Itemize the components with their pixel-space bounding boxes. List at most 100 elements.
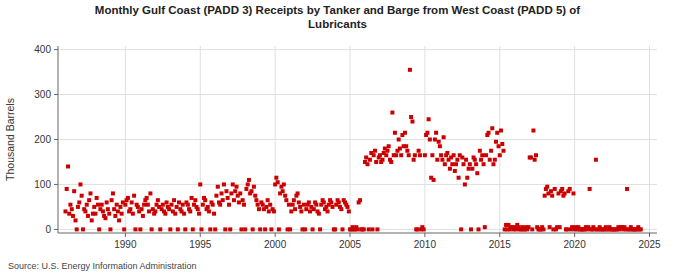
point	[455, 158, 459, 162]
point	[311, 227, 315, 231]
point	[302, 203, 306, 207]
x-tick	[424, 233, 425, 237]
point	[224, 189, 228, 193]
point	[487, 131, 491, 135]
x-tick-label: 2015	[489, 239, 512, 250]
point	[545, 185, 549, 189]
point	[241, 198, 245, 202]
source-note: Source: U.S. Energy Information Administ…	[8, 261, 197, 271]
point	[543, 194, 547, 198]
point	[93, 212, 97, 216]
point	[374, 160, 378, 164]
point	[438, 144, 442, 148]
point	[478, 149, 482, 153]
point	[70, 207, 74, 211]
point	[168, 227, 172, 231]
point	[413, 153, 417, 157]
point	[131, 212, 135, 216]
x-tick-label: 2010	[414, 239, 437, 250]
chart-svg: Monthly Gulf Coast (PADD 3) Receipts by …	[0, 0, 675, 275]
point	[531, 129, 535, 133]
point	[253, 194, 257, 198]
point	[147, 209, 151, 213]
point	[163, 212, 167, 216]
point	[142, 203, 146, 207]
point	[460, 155, 464, 159]
point	[221, 198, 225, 202]
point	[541, 227, 545, 231]
point	[206, 205, 210, 209]
point	[358, 198, 362, 202]
point	[397, 138, 401, 142]
point	[439, 153, 443, 157]
point	[196, 207, 200, 211]
point	[227, 203, 231, 207]
point	[474, 162, 478, 166]
point	[92, 205, 96, 209]
point	[560, 187, 564, 191]
grid-line-x	[574, 46, 575, 233]
point	[87, 198, 91, 202]
point	[288, 227, 292, 231]
point	[480, 153, 484, 157]
point	[220, 191, 224, 195]
point	[183, 227, 187, 231]
point	[423, 153, 427, 157]
chart-container: Monthly Gulf Coast (PADD 3) Receipts by …	[0, 0, 675, 275]
point	[289, 209, 293, 213]
point	[282, 182, 286, 186]
point	[126, 196, 130, 200]
point	[76, 205, 80, 209]
point	[283, 194, 287, 198]
title-line: Monthly Gulf Coast (PADD 3) Receipts by …	[95, 4, 581, 16]
point	[489, 149, 493, 153]
point	[268, 203, 272, 207]
point	[177, 200, 181, 204]
point	[264, 205, 268, 209]
x-tick-label: 1995	[189, 239, 212, 250]
point	[372, 153, 376, 157]
point	[314, 203, 318, 207]
point	[465, 176, 469, 180]
point	[494, 140, 498, 144]
point	[502, 149, 506, 153]
grid	[58, 46, 657, 233]
y-tick	[54, 184, 58, 185]
point	[229, 191, 233, 195]
point	[77, 200, 81, 204]
point	[214, 194, 218, 198]
point	[103, 216, 107, 220]
point	[498, 153, 502, 157]
point	[238, 191, 242, 195]
point	[500, 142, 504, 146]
point	[390, 111, 394, 115]
point	[296, 191, 300, 195]
point	[132, 194, 136, 198]
point	[329, 200, 333, 204]
point	[212, 212, 216, 216]
point	[208, 227, 212, 231]
point	[529, 155, 533, 159]
point	[113, 214, 117, 218]
point	[81, 227, 85, 231]
point	[107, 212, 111, 216]
point	[176, 227, 180, 231]
point	[304, 207, 308, 211]
point	[527, 225, 531, 229]
point	[435, 158, 439, 162]
point	[112, 207, 116, 211]
point	[367, 227, 371, 231]
point	[148, 191, 152, 195]
point	[298, 205, 302, 209]
x-axis-line	[58, 233, 657, 234]
point	[106, 207, 110, 211]
point	[308, 209, 312, 213]
y-axis-label: Thousand Barrels	[4, 98, 16, 181]
point	[65, 187, 69, 191]
point	[565, 227, 569, 231]
point	[493, 158, 497, 162]
point	[232, 198, 236, 202]
point	[186, 203, 190, 207]
point	[464, 158, 468, 162]
point	[108, 227, 112, 231]
